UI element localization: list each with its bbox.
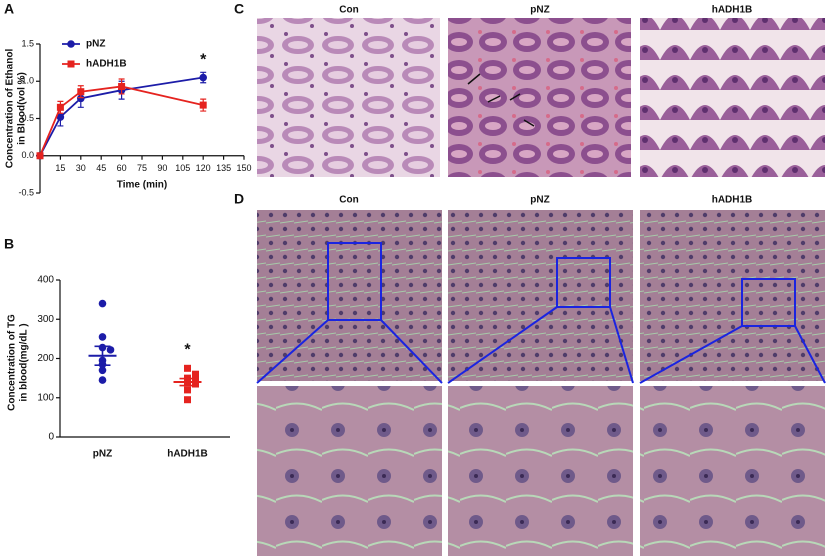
y-tick-label: 200 xyxy=(37,353,54,364)
point xyxy=(184,364,191,372)
x-axis-label: Time (min) xyxy=(117,179,167,190)
histology-image xyxy=(448,18,631,177)
panel-label: D xyxy=(234,191,244,207)
panel-label: B xyxy=(4,236,14,252)
x-tick-label: 135 xyxy=(216,163,231,173)
histology-image xyxy=(640,18,825,177)
x-tick-label: 105 xyxy=(175,163,190,173)
histology-zoom xyxy=(640,386,825,556)
x-tick-label: 15 xyxy=(55,163,65,173)
image-title: hADH1B xyxy=(712,195,753,206)
image-title: pNZ xyxy=(530,5,549,16)
y-tick-label: 0 xyxy=(48,432,54,443)
legend-marker xyxy=(67,60,75,68)
point xyxy=(77,94,85,103)
zoom-box xyxy=(256,242,826,384)
panel-label: C xyxy=(234,1,244,17)
legend-marker xyxy=(67,40,75,48)
annotation: * xyxy=(200,52,207,69)
y-axis-label: in Blood(vol %) xyxy=(17,72,28,145)
point xyxy=(118,82,126,90)
point xyxy=(56,103,64,111)
y-tick-label: 1.5 xyxy=(21,38,34,48)
x-tick-label: 45 xyxy=(96,163,106,173)
arrows xyxy=(467,73,535,127)
point xyxy=(199,73,207,82)
point xyxy=(192,370,199,378)
point xyxy=(77,88,85,96)
y-axis-label: Concentration of TG xyxy=(7,314,18,411)
legend-label: hADH1B xyxy=(86,59,127,70)
image-title: hADH1B xyxy=(712,5,753,16)
y-axis-label: in blood(mg/dL ) xyxy=(19,323,30,401)
point xyxy=(184,396,191,404)
y-tick-label: 0.5 xyxy=(21,113,34,123)
histology-zoom xyxy=(448,386,633,556)
image-title: Con xyxy=(339,195,358,206)
point xyxy=(98,333,107,341)
y-tick-label: 100 xyxy=(37,392,54,403)
histology-image xyxy=(257,18,440,177)
point xyxy=(56,113,65,121)
x-tick-label: hADH1B xyxy=(167,449,208,460)
panel-label: A xyxy=(4,1,14,17)
x-tick-label: pNZ xyxy=(93,449,112,460)
histology-image xyxy=(448,210,633,381)
point xyxy=(192,376,199,384)
point xyxy=(36,152,44,160)
point xyxy=(192,380,199,388)
histology-image xyxy=(640,210,825,381)
image-title: Con xyxy=(339,5,358,16)
y-tick-label: 400 xyxy=(37,275,54,286)
x-tick-label: 150 xyxy=(236,163,251,173)
y-tick-label: 300 xyxy=(37,314,54,325)
sem-bar xyxy=(94,345,111,366)
point xyxy=(106,346,115,354)
legend-label: pNZ xyxy=(86,39,105,50)
y-axis-label: Concentration of Ethanol xyxy=(5,49,16,169)
y-tick-label: -0.5 xyxy=(18,187,34,197)
x-tick-label: 75 xyxy=(137,163,147,173)
histology-zoom xyxy=(257,386,442,556)
point xyxy=(98,366,107,375)
x-tick-label: 90 xyxy=(157,163,167,173)
image-title: pNZ xyxy=(530,195,549,206)
x-tick-label: 60 xyxy=(117,163,127,173)
point xyxy=(184,386,191,394)
point xyxy=(98,376,107,384)
x-tick-label: 30 xyxy=(76,163,86,173)
x-tick-label: 120 xyxy=(196,163,211,173)
point xyxy=(98,299,107,308)
point xyxy=(199,101,207,109)
y-tick-label: 0.0 xyxy=(21,150,34,160)
sem-bar xyxy=(179,377,196,387)
annotation: * xyxy=(184,342,191,359)
y-tick-label: 1.0 xyxy=(21,76,34,86)
